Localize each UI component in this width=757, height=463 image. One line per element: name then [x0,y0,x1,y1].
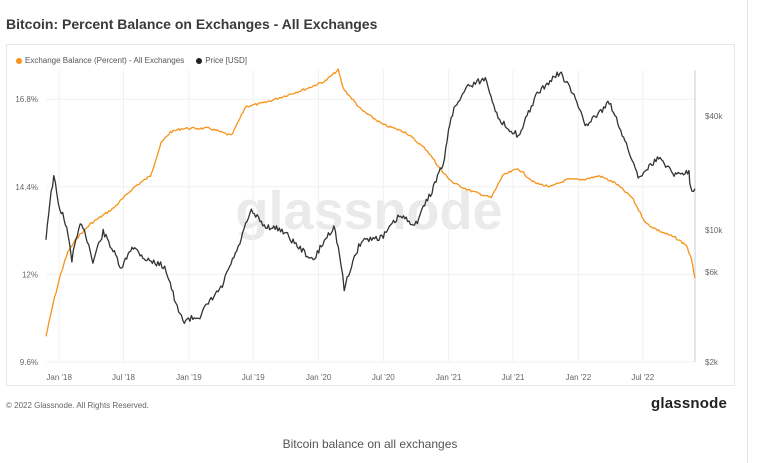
x-tick-label: Jan '20 [306,373,332,382]
grid-lines [46,70,696,363]
glassnode-watermark: glassnode [235,181,502,241]
legend-item-price[interactable]: Price [USD] [196,56,247,65]
y-left-tick-label: 12% [22,270,38,279]
y-right-tick-label: $10k [705,226,723,235]
x-tick-label: Jul '21 [502,373,525,382]
copyright-text: © 2022 Glassnode. All Rights Reserved. [6,401,149,410]
window-edge-divider [747,0,748,463]
legend-label-balance: Exchange Balance (Percent) - All Exchang… [25,56,185,65]
legend-dot-price [196,57,203,64]
x-tick-label: Jul '18 [112,373,135,382]
x-axis: Jan '18 Jul '18 Jan '19 Jul '19 Jan '20 Jul '… [46,373,654,382]
legend-label-price: Price [USD] [205,56,247,65]
price-line [45,71,696,325]
legend-dot-balance [16,57,22,64]
y-left-tick-label: 16.8% [15,95,38,104]
y-right-tick-label: $2k [705,358,719,367]
x-tick-label: Jan '21 [436,373,462,382]
exchange-balance-line [45,68,696,337]
chart-title: Bitcoin: Percent Balance on Exchanges - … [6,16,378,32]
y-axis-right: $2k $6k $10k $40k [705,112,723,367]
x-tick-label: Jul '20 [372,373,395,382]
y-left-tick-label: 9.6% [20,358,38,367]
glassnode-logo[interactable]: glassnode [651,395,727,412]
x-tick-label: Jan '22 [566,373,592,382]
legend-item-balance[interactable]: Exchange Balance (Percent) - All Exchang… [16,56,184,65]
image-caption: Bitcoin balance on all exchanges [282,437,458,451]
y-axis-left: 9.6% 12% 14.4% 16.8% [15,95,38,367]
x-tick-label: Jul '22 [631,373,654,382]
y-right-tick-label: $6k [705,268,719,277]
series-lines [45,68,696,337]
y-right-tick-label: $40k [705,112,723,121]
x-tick-label: Jan '18 [46,373,72,382]
x-tick-label: Jan '19 [176,373,202,382]
chart-card [6,44,735,386]
chart-legend: Exchange Balance (Percent) - All Exchang… [16,56,247,65]
x-tick-label: Jul '19 [242,373,265,382]
y-left-tick-label: 14.4% [15,183,38,192]
